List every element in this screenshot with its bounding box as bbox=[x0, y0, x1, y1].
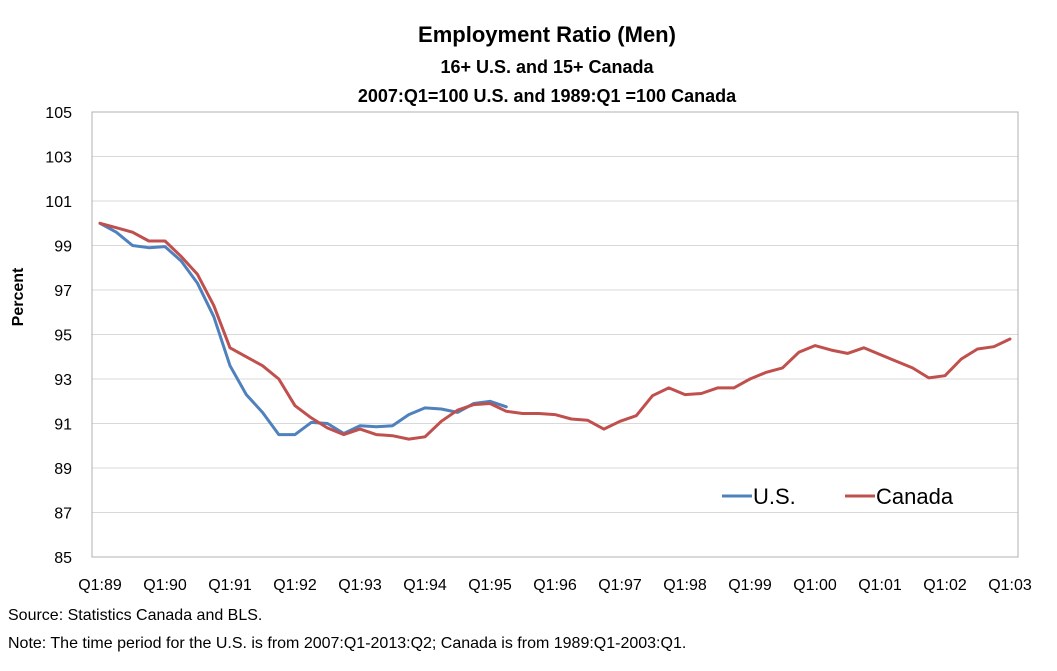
x-tick-label: Q1:98 bbox=[663, 577, 707, 594]
x-tick-label: Q1:01 bbox=[858, 577, 902, 594]
x-tick-label: Q1:99 bbox=[728, 577, 772, 594]
y-axis-label: Percent bbox=[10, 267, 27, 326]
series-line-canada bbox=[98, 221, 1012, 441]
legend: U.S. Canada bbox=[722, 484, 954, 509]
x-tick-label: Q1:93 bbox=[338, 577, 382, 594]
source-note: Source: Statistics Canada and BLS. bbox=[8, 607, 263, 624]
y-tick-label: 97 bbox=[54, 283, 72, 300]
y-tick-label: 103 bbox=[45, 150, 72, 167]
x-tick-label: Q1:92 bbox=[273, 577, 317, 594]
y-tick-label: 105 bbox=[45, 105, 72, 122]
x-tick-label: Q1:03 bbox=[988, 577, 1032, 594]
y-tick-label: 91 bbox=[54, 417, 72, 434]
series-lines bbox=[98, 221, 1012, 441]
x-tick-label: Q1:96 bbox=[533, 577, 577, 594]
y-tick-label: 95 bbox=[54, 328, 72, 345]
x-tick-label: Q1:90 bbox=[143, 577, 187, 594]
y-tick-label: 99 bbox=[54, 239, 72, 256]
x-tick-label: Q1:91 bbox=[208, 577, 252, 594]
x-tick-label: Q1:95 bbox=[468, 577, 512, 594]
chart-subtitle: 16+ U.S. and 15+ Canada bbox=[440, 57, 654, 77]
gridlines bbox=[92, 156, 1018, 513]
y-tick-label: 89 bbox=[54, 461, 72, 478]
x-tick-label: Q1:02 bbox=[923, 577, 967, 594]
legend-label-canada: Canada bbox=[876, 484, 954, 509]
y-axis-ticks: 85 87 89 91 93 95 97 99 101 103 105 bbox=[45, 105, 72, 567]
y-tick-label: 93 bbox=[54, 372, 72, 389]
y-tick-label: 101 bbox=[45, 194, 72, 211]
y-tick-label: 85 bbox=[54, 550, 72, 567]
x-tick-label: Q1:89 bbox=[78, 577, 122, 594]
x-axis-ticks: Q1:89 Q1:90 Q1:91 Q1:92 Q1:93 Q1:94 Q1:95 Q1:96… bbox=[78, 577, 1032, 594]
x-tick-label: Q1:00 bbox=[793, 577, 837, 594]
x-tick-label: Q1:97 bbox=[598, 577, 642, 594]
y-tick-label: 87 bbox=[54, 506, 72, 523]
x-tick-label: Q1:94 bbox=[403, 577, 447, 594]
series-line-us bbox=[98, 221, 508, 437]
chart-title: Employment Ratio (Men) bbox=[418, 22, 676, 47]
chart-subtitle-2: 2007:Q1=100 U.S. and 1989:Q1 =100 Canada bbox=[358, 86, 737, 106]
period-note: Note: The time period for the U.S. is fr… bbox=[8, 635, 687, 652]
plot-area bbox=[91, 111, 1019, 558]
legend-label-us: U.S. bbox=[753, 484, 796, 509]
